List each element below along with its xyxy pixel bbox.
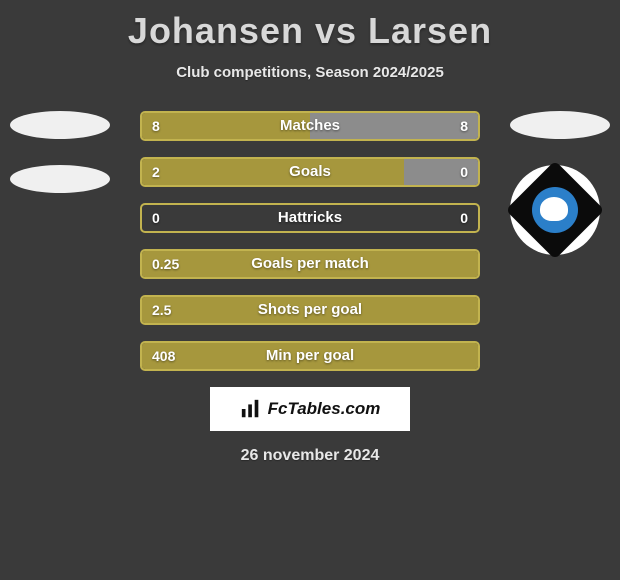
brand-text: FcTables.com (268, 399, 381, 419)
stat-value-player1: 8 (152, 113, 160, 139)
stat-value-player1: 0 (152, 205, 160, 231)
player2-club-badge (510, 165, 600, 255)
stat-bar: Min per goal408 (140, 341, 480, 371)
stat-bar: Hattricks0 0 (140, 203, 480, 233)
stat-bar-label: Matches (142, 113, 478, 139)
stat-value-player1: 408 (152, 343, 175, 369)
stat-bar-label: Shots per goal (142, 297, 478, 323)
stat-bar: Goals2 0 (140, 157, 480, 187)
stat-value-player2: 8 (460, 113, 468, 139)
snapshot-date: 26 november 2024 (0, 447, 620, 465)
stat-value-player1: 0.25 (152, 251, 179, 277)
stat-value-player1: 2.5 (152, 297, 171, 323)
stat-value-player2: 0 (460, 205, 468, 231)
player2-avatar-placeholder (510, 111, 610, 139)
player1-avatar-placeholder (10, 111, 110, 139)
stat-value-player2: 0 (460, 159, 468, 185)
stat-bar: Matches8 8 (140, 111, 480, 141)
player1-club-placeholder (10, 165, 110, 193)
page-subtitle: Club competitions, Season 2024/2025 (0, 64, 620, 81)
stat-bar-label: Hattricks (142, 205, 478, 231)
player2-avatars (510, 111, 610, 255)
stat-bars-container: Matches88Goals20Hattricks00Goals per mat… (140, 111, 480, 371)
player1-avatars (10, 111, 110, 219)
stat-bar-label: Min per goal (142, 343, 478, 369)
stat-bar: Shots per goal2.5 (140, 295, 480, 325)
stat-value-player1: 2 (152, 159, 160, 185)
club-badge-swan-icon (532, 187, 578, 233)
brand-badge: FcTables.com (210, 387, 410, 431)
stat-bar-label: Goals per match (142, 251, 478, 277)
stat-bar: Goals per match0.25 (140, 249, 480, 279)
comparison-chart: Matches88Goals20Hattricks00Goals per mat… (0, 111, 620, 371)
page-title: Johansen vs Larsen (0, 0, 620, 52)
stat-bar-label: Goals (142, 159, 478, 185)
chart-icon (240, 398, 262, 420)
